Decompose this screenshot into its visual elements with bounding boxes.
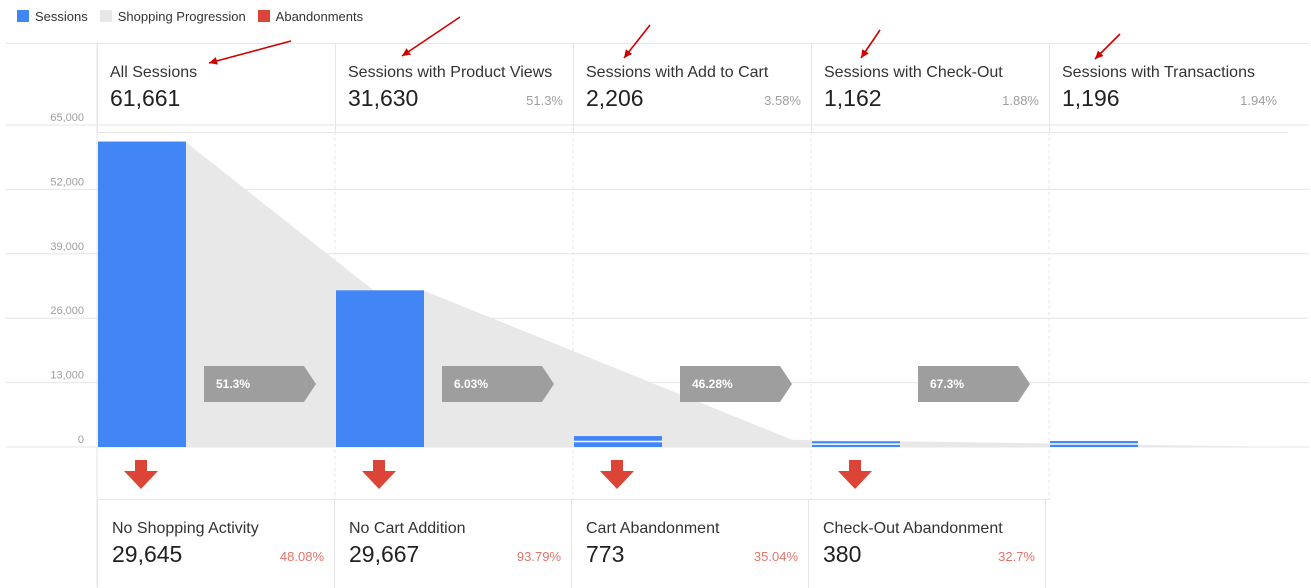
abandonment-value: 29,667 xyxy=(349,541,420,567)
step-product-views[interactable]: Sessions with Product Views 31,630 51.3% xyxy=(335,44,573,132)
top-divider xyxy=(6,43,1309,44)
annotation-arrow-line xyxy=(208,40,292,64)
annotation-arrow-head xyxy=(209,57,218,65)
y-tick-label: 13,000 xyxy=(50,370,84,382)
legend-item-sessions[interactable]: Sessions xyxy=(17,9,88,24)
step-value: 61,661 xyxy=(110,85,181,111)
y-tick-label: 0 xyxy=(78,434,84,446)
step-label: Sessions with Add to Cart xyxy=(586,64,769,81)
abandonment-label: No Cart Addition xyxy=(349,520,466,537)
y-tick-label: 26,000 xyxy=(50,305,84,317)
step-value: 31,630 xyxy=(348,85,419,111)
step-percent: 3.58% xyxy=(764,93,801,108)
conversion-rate-arrow xyxy=(680,366,792,402)
legend-label-shopping-progression: Shopping Progression xyxy=(117,8,246,24)
step-transactions[interactable]: Sessions with Transactions 1,196 1.94% xyxy=(1049,44,1287,132)
abandonment-percent: 32.7% xyxy=(998,549,1035,564)
step-label: Sessions with Check-Out xyxy=(824,64,1003,81)
abandonment-label: No Shopping Activity xyxy=(112,520,259,537)
step-percent: 1.94% xyxy=(1240,93,1277,108)
legend-item-abandonments[interactable]: Abandonments xyxy=(257,8,364,24)
step-percent: 1.88% xyxy=(1002,93,1039,108)
step-percent: 51.3% xyxy=(526,93,563,108)
step-check-out[interactable]: Sessions with Check-Out 1,162 1.88% xyxy=(811,44,1049,132)
y-tick-label: 52,000 xyxy=(50,176,84,188)
annotation-arrow-line xyxy=(401,16,461,57)
sessions-bar xyxy=(98,141,186,447)
abandonment-value: 29,645 xyxy=(112,541,183,567)
conversion-rate-label: 51.3% xyxy=(216,377,250,391)
annotation-arrow-head xyxy=(1095,50,1104,59)
conversion-rate-arrow xyxy=(442,366,554,402)
abandonment-label: Cart Abandonment xyxy=(586,520,720,537)
abandonment-check-out[interactable]: Check-Out Abandonment 380 32.7% xyxy=(808,500,1046,588)
abandonment-label: Check-Out Abandonment xyxy=(823,520,1003,537)
y-tick-label: 39,000 xyxy=(50,241,84,253)
sessions-bar xyxy=(336,290,424,447)
annotation-arrow-head xyxy=(402,48,411,56)
step-label: Sessions with Transactions xyxy=(1062,64,1255,81)
y-tick-label: 65,000 xyxy=(50,112,84,124)
abandonment-percent: 48.08% xyxy=(279,549,324,564)
step-value: 1,196 xyxy=(1062,85,1120,111)
step-value: 2,206 xyxy=(586,85,644,111)
abandonment-percent: 93.79% xyxy=(516,549,561,564)
step-value: 1,162 xyxy=(824,85,882,111)
abandonment-down-arrow xyxy=(362,460,396,489)
conversion-rate-label: 67.3% xyxy=(930,377,964,391)
shopping-progression-swatch xyxy=(99,10,112,22)
abandonment-down-arrow xyxy=(600,460,634,489)
conversion-rate-arrow xyxy=(918,366,1030,402)
sessions-swatch xyxy=(17,10,29,22)
step-label: All Sessions xyxy=(110,64,198,81)
step-add-to-cart[interactable]: Sessions with Add to Cart 2,206 3.58% xyxy=(573,44,811,132)
legend-label-sessions: Sessions xyxy=(35,8,88,24)
legend-item-shopping-progression[interactable]: Shopping Progression xyxy=(99,8,246,24)
shopping-progression-area xyxy=(423,290,810,447)
abandonment-panels: No Shopping Activity 29,645 48.08% No Ca… xyxy=(97,499,1050,588)
conversion-rate-arrow xyxy=(204,366,316,402)
abandonments-swatch xyxy=(257,10,270,22)
abandonment-down-arrow xyxy=(838,460,872,489)
conversion-rate-label: 6.03% xyxy=(454,377,488,391)
annotation-arrow-head xyxy=(624,49,633,58)
legend-label-abandonments: Abandonments xyxy=(275,8,364,24)
legend: Sessions Shopping Progression Abandonmen… xyxy=(17,8,375,24)
step-label: Sessions with Product Views xyxy=(348,64,553,81)
step-all-sessions[interactable]: All Sessions 61,661 xyxy=(97,44,335,132)
annotation-arrow-head xyxy=(861,49,869,58)
abandonment-cart[interactable]: Cart Abandonment 773 35.04% xyxy=(571,500,809,588)
funnel-step-headers: All Sessions 61,661 Sessions with Produc… xyxy=(97,44,1288,133)
abandonment-percent: 35.04% xyxy=(753,549,798,564)
conversion-rate-label: 46.28% xyxy=(692,377,733,391)
abandonment-down-arrow xyxy=(124,460,158,489)
abandonment-value: 773 xyxy=(586,541,625,567)
abandonment-no-cart-addition[interactable]: No Cart Addition 29,667 93.79% xyxy=(334,500,572,588)
shopping-progression-area xyxy=(661,436,1048,447)
abandonment-value: 380 xyxy=(823,541,862,567)
abandonment-no-shopping-activity[interactable]: No Shopping Activity 29,645 48.08% xyxy=(97,500,335,588)
